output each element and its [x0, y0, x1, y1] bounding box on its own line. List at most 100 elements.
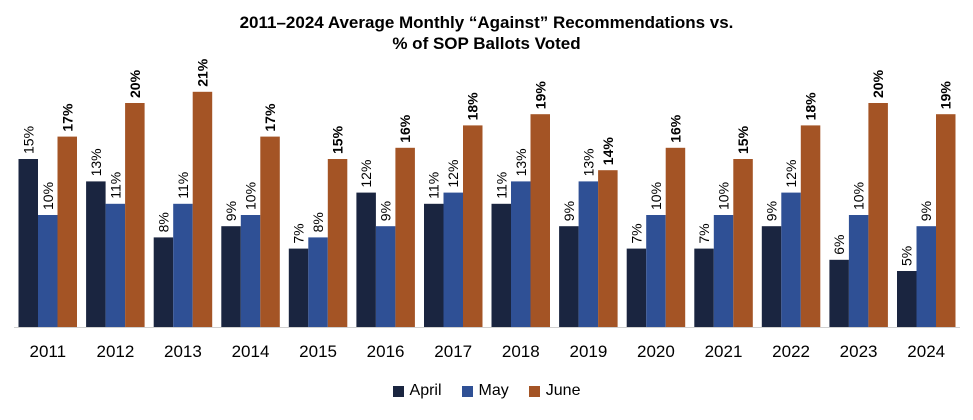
- bar-april-2018: [491, 203, 511, 327]
- bar-june-2016: [395, 147, 415, 327]
- chart-title: 2011–2024 Average Monthly “Against” Reco…: [0, 12, 973, 54]
- category-label-2019: 2019: [569, 342, 607, 361]
- bar-april-2012: [86, 181, 106, 327]
- category-label-2023: 2023: [840, 342, 878, 361]
- bar-june-2021: [733, 159, 753, 327]
- value-label-may-2011: 10%: [40, 182, 56, 210]
- value-label-april-2022: 9%: [764, 201, 780, 221]
- category-label-2020: 2020: [637, 342, 675, 361]
- bar-may-2011: [38, 215, 58, 327]
- legend-label-may: May: [478, 382, 509, 399]
- bar-april-2017: [424, 203, 444, 327]
- bar-april-2024: [897, 271, 917, 327]
- value-label-may-2022: 12%: [783, 160, 799, 188]
- value-label-june-2014: 17%: [262, 103, 278, 132]
- legend-item-june: June: [528, 382, 581, 400]
- value-label-june-2021: 15%: [735, 125, 751, 154]
- value-label-june-2023: 20%: [870, 69, 886, 98]
- chart-title-line-2: % of SOP Ballots Voted: [392, 34, 581, 53]
- bar-april-2011: [18, 159, 38, 327]
- bar-may-2020: [646, 215, 666, 327]
- chart-title-line-1: 2011–2024 Average Monthly “Against” Reco…: [239, 13, 734, 32]
- value-label-april-2014: 9%: [223, 201, 239, 221]
- bar-may-2014: [240, 215, 261, 327]
- legend-swatch-june: [528, 385, 540, 397]
- legend-label-april: April: [409, 382, 442, 399]
- bar-june-2014: [260, 136, 280, 327]
- bar-june-2017: [463, 125, 483, 328]
- value-label-june-2015: 15%: [330, 125, 346, 154]
- legend-swatch-may: [461, 385, 473, 397]
- value-label-april-2011: 15%: [20, 126, 36, 154]
- bars-group: [18, 91, 956, 328]
- bar-june-2012: [125, 103, 145, 327]
- bar-may-2015: [308, 237, 328, 327]
- value-label-april-2021: 7%: [696, 223, 712, 243]
- bar-may-2017: [443, 192, 463, 327]
- bar-june-2020: [665, 147, 686, 327]
- legend: April May June: [0, 382, 973, 400]
- legend-item-april: April: [392, 382, 442, 400]
- bar-may-2021: [713, 215, 734, 327]
- value-label-may-2013: 11%: [175, 172, 191, 199]
- bar-may-2012: [105, 203, 126, 327]
- value-label-may-2012: 11%: [107, 172, 123, 199]
- category-label-2014: 2014: [232, 342, 270, 361]
- bar-april-2020: [626, 248, 647, 327]
- bar-june-2024: [936, 114, 956, 327]
- value-label-april-2020: 7%: [628, 223, 644, 243]
- bar-april-2023: [829, 259, 849, 327]
- value-label-june-2017: 18%: [465, 92, 481, 121]
- value-label-may-2018: 13%: [513, 148, 529, 176]
- value-label-june-2018: 19%: [532, 81, 548, 110]
- bar-june-2015: [327, 159, 348, 327]
- bar-may-2013: [173, 203, 193, 327]
- category-label-2013: 2013: [164, 342, 202, 361]
- value-label-june-2019: 14%: [600, 137, 616, 166]
- bar-april-2016: [356, 192, 376, 327]
- value-labels-group: 15%10%17%13%11%20%8%11%21%9%10%17%7%8%15…: [20, 58, 953, 266]
- bar-april-2019: [559, 226, 579, 327]
- bar-april-2014: [221, 226, 241, 327]
- value-label-may-2016: 9%: [378, 201, 394, 221]
- bar-june-2013: [192, 91, 213, 327]
- bar-may-2022: [781, 192, 801, 327]
- value-label-june-2022: 18%: [803, 92, 819, 121]
- legend-label-june: June: [545, 382, 581, 399]
- value-label-june-2016: 16%: [397, 114, 413, 143]
- bar-june-2018: [530, 114, 550, 327]
- category-label-2017: 2017: [434, 342, 472, 361]
- bar-may-2023: [848, 215, 869, 327]
- value-label-may-2023: 10%: [851, 182, 867, 210]
- bar-april-2021: [694, 248, 714, 327]
- value-label-june-2011: 17%: [59, 103, 75, 132]
- legend-item-may: May: [461, 382, 509, 400]
- category-label-2011: 2011: [30, 342, 67, 361]
- value-label-may-2017: 12%: [445, 160, 461, 188]
- category-labels-group: 2011 2012 2013 2014 2015 2016 2017 2018 2019 2020…: [30, 342, 946, 361]
- bar-may-2016: [375, 226, 396, 327]
- value-label-may-2021: 10%: [716, 182, 732, 210]
- value-label-april-2019: 9%: [561, 201, 577, 221]
- value-label-june-2020: 16%: [667, 114, 683, 143]
- category-label-2021: 2021: [705, 342, 743, 361]
- value-label-may-2014: 10%: [243, 182, 259, 210]
- value-label-may-2015: 8%: [310, 212, 326, 232]
- bar-june-2022: [800, 125, 821, 328]
- category-label-2015: 2015: [299, 342, 337, 361]
- value-label-april-2018: 11%: [493, 172, 509, 199]
- category-label-2018: 2018: [502, 342, 540, 361]
- value-label-april-2023: 6%: [831, 235, 847, 255]
- bar-june-2019: [598, 170, 618, 327]
- value-label-june-2013: 21%: [194, 58, 210, 87]
- value-label-april-2015: 7%: [291, 223, 307, 243]
- bar-june-2011: [57, 136, 77, 327]
- bar-april-2022: [761, 226, 782, 327]
- category-label-2024: 2024: [907, 342, 945, 361]
- bar-april-2013: [153, 237, 174, 327]
- value-label-may-2024: 9%: [918, 201, 934, 221]
- category-label-2012: 2012: [96, 342, 134, 361]
- bar-june-2023: [868, 103, 888, 327]
